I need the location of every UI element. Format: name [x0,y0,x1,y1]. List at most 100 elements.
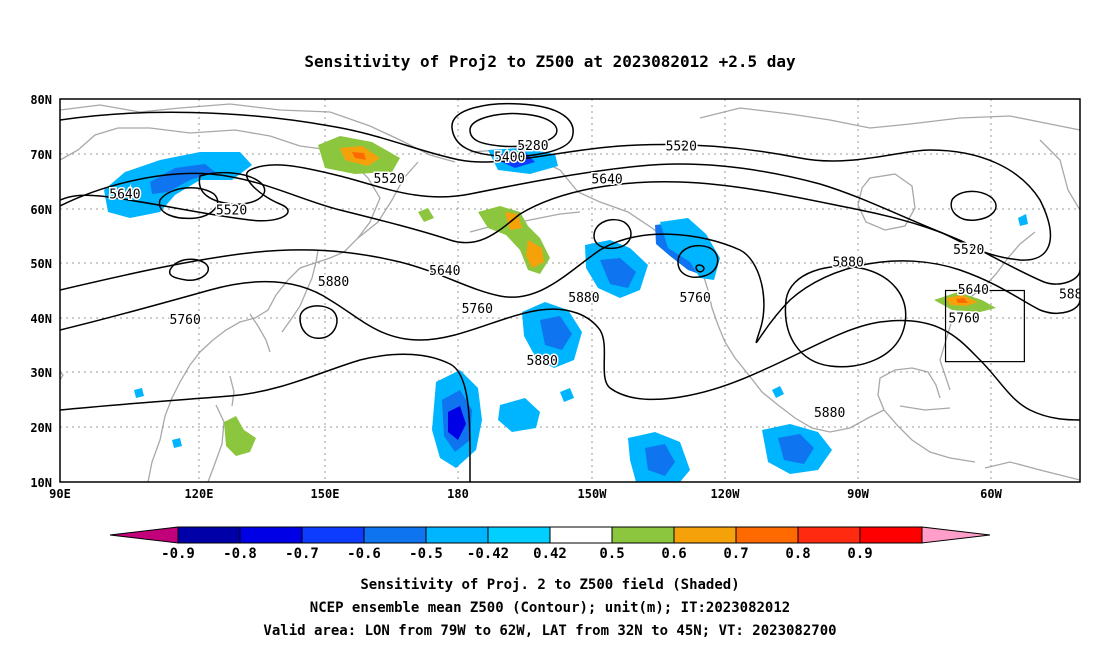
colorbar-segment [177,526,241,544]
colorbar-tick-label: -0.42 [467,546,509,562]
latitude-axis: 80N 70N 60N 50N 40N 30N 20N 10N [30,93,52,490]
lon-tick-label: 90E [49,487,71,501]
shade-neg-small-atl [1018,214,1028,226]
coast-east-asia [60,127,381,482]
shade-pos-okhotsk-center [352,152,366,160]
contour-label: 5880 [527,354,558,369]
shade-neg-midpacific-core [540,316,572,350]
contour-low-coast [677,244,719,278]
contour-5280 [469,112,558,148]
contour-label: 588 [1059,287,1082,302]
lon-tick-label: 90W [847,487,869,501]
coast-hudson-bay [857,173,916,231]
colorbar-tick-label: 0.9 [847,546,872,562]
contour-label: 5640 [429,264,460,279]
coast-pacific-islands-1 [60,371,64,381]
shade-neg-subtropic-deep [448,406,466,440]
shade-neg-small-1 [134,388,144,398]
contour-5760 [60,233,1080,344]
contour-label: 5640 [591,172,622,187]
shade-neg-tropic-1-core [645,444,675,476]
coast-caribbean [899,405,951,411]
contour-label: 5760 [680,291,711,306]
coast-kamchatka [357,161,419,239]
lat-tick-label: 50N [30,257,52,271]
shade-pos-small-1 [418,208,434,222]
caption-shading: Sensitivity of Proj. 2 to Z500 field (Sh… [360,577,739,593]
coast-gulf-mexico [877,367,941,411]
contour-low-greenland [950,190,997,221]
colorbar-tick-label: -0.5 [409,546,443,562]
coast-central-america [883,409,976,463]
colorbar-segment [239,526,303,544]
contour-label: 5280 [517,139,548,154]
contour-label: 5760 [170,313,201,328]
coast-japan [281,249,319,333]
coast-korea [249,313,271,353]
colorbar [109,526,991,544]
colorbar-extend-low [109,526,179,544]
contour-low-alaska-1 [593,218,632,250]
shade-neg-small-4 [772,386,784,398]
coast-greenland [1039,139,1080,211]
lat-tick-label: 40N [30,312,52,326]
shade-neg-siberia-core [150,164,215,194]
contour-label: 5880 [568,291,599,306]
contour-label: 5760 [462,302,493,317]
lon-tick-label: 150W [578,487,608,501]
coast-philippines [207,404,225,482]
caption-contour: NCEP ensemble mean Z500 (Contour); unit(… [310,600,790,616]
figure-title: Sensitivity of Proj2 to Z500 at 20230820… [304,52,796,71]
colorbar-tick-label: 0.42 [533,546,567,562]
contour-label: 5760 [948,311,979,326]
contour-label: 5520 [374,172,405,187]
contour-label: 5640 [958,283,989,298]
colorbar-segment [487,526,551,544]
shade-neg-small-2 [172,438,182,448]
colorbar-segment [797,526,861,544]
colorbar-labels: -0.9 -0.8 -0.7 -0.6 -0.5 -0.42 0.42 0.5 0.6 0.7 0.… [161,546,873,562]
contour-label: 5880 [833,256,864,271]
contour-low-siberia-2 [158,187,219,220]
coast-south-america [984,461,1080,481]
coast-arctic-islands [699,107,1080,131]
coast-siberia-north [60,103,456,163]
colorbar-tick-label: -0.8 [223,546,257,562]
shade-neg-gulf-alaska-core [600,258,636,288]
lon-tick-label: 150E [311,487,340,501]
shade-pos-philippine [224,416,256,456]
contour-low-coast-small [695,264,705,273]
contour-5880 [60,280,1080,421]
lon-tick-label: 120W [711,487,741,501]
colorbar-segment [363,526,427,544]
shade-neg-coast-light [660,218,720,280]
colorbar-tick-label: -0.7 [285,546,319,562]
contour-lines [60,102,1080,482]
lat-tick-label: 10N [30,476,52,490]
colorbar-tick-label: -0.9 [161,546,195,562]
colorbar-extend-high [921,526,991,544]
contour-low-siberia [198,171,266,205]
colorbar-segment [673,526,737,544]
colorbar-tick-label: 0.8 [785,546,810,562]
longitude-axis: 90E 120E 150E 180 150W 120W 90W 60W [49,487,1002,501]
caption-valid-area: Valid area: LON from 79W to 62W, LAT fro… [263,623,836,639]
coast-taiwan [229,375,235,407]
contour-label: 5400 [494,151,525,166]
contour-label: 5640 [109,187,140,202]
colorbar-segment [735,526,799,544]
lat-tick-label: 20N [30,421,52,435]
map-frame [59,98,1081,483]
lat-tick-label: 60N [30,203,52,217]
lat-tick-label: 30N [30,366,52,380]
contour-5400 [451,102,574,158]
colorbar-tick-label: 0.6 [661,546,686,562]
shade-neg-subtropic-2 [498,398,540,432]
valid-area-box [944,289,1025,363]
colorbar-segment [549,526,613,544]
colorbar-tick-label: 0.5 [599,546,624,562]
contour-label: 5880 [318,275,349,290]
